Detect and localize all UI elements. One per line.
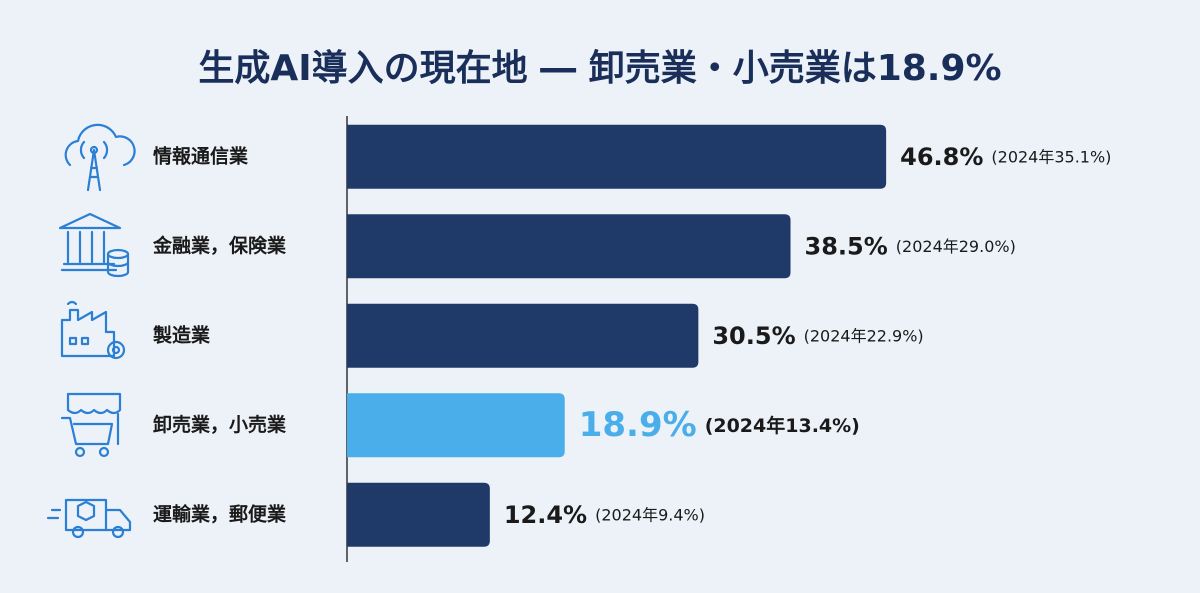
icon-truck xyxy=(46,498,132,539)
category-label: 製造業 xyxy=(152,323,211,346)
comparison-label: (2024年29.0%) xyxy=(896,237,1016,256)
bar xyxy=(347,124,887,189)
chart-title: 生成AI導入の現在地 ― 卸売業・小売業は18.9% xyxy=(198,48,1001,89)
comparison-label: (2024年13.4%) xyxy=(705,414,860,437)
bar xyxy=(347,214,791,279)
value-label: 46.8% xyxy=(900,143,983,171)
bar xyxy=(347,482,490,547)
icon-bank xyxy=(58,212,130,278)
icon-telecom xyxy=(64,123,136,192)
value-label: 18.9% xyxy=(579,405,697,445)
value-label: 12.4% xyxy=(504,501,587,529)
icon-shop xyxy=(60,392,122,458)
category-label: 運輸業，郵便業 xyxy=(153,502,287,525)
bar xyxy=(347,303,699,368)
category-label: 情報通信業 xyxy=(153,144,249,167)
bar xyxy=(347,393,565,458)
category-label: 金融業，保険業 xyxy=(152,234,287,257)
comparison-label: (2024年35.1%) xyxy=(991,147,1111,166)
comparison-label: (2024年22.9%) xyxy=(804,326,924,345)
value-label: 30.5% xyxy=(712,322,795,350)
icon-factory xyxy=(60,300,126,360)
comparison-label: (2024年9.4%) xyxy=(595,505,705,524)
category-label: 卸売業，小売業 xyxy=(153,413,287,436)
value-label: 38.5% xyxy=(805,232,888,260)
